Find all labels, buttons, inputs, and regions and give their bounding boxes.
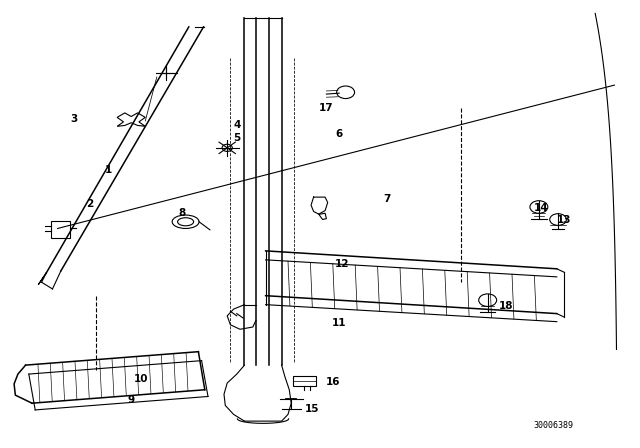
Circle shape [550,214,566,225]
Circle shape [530,201,548,213]
Text: 18: 18 [499,301,513,310]
Text: 2: 2 [86,199,93,209]
Text: 11: 11 [332,318,346,327]
Text: 5: 5 [233,133,241,142]
Text: 17: 17 [319,103,333,113]
Text: 3: 3 [70,114,77,124]
Text: 12: 12 [335,259,349,269]
Text: 6: 6 [335,129,343,139]
Polygon shape [311,197,328,214]
Bar [293,376,316,386]
Text: 7: 7 [383,194,391,204]
Text: 14: 14 [534,203,548,213]
Text: 16: 16 [326,377,340,387]
Text: 1: 1 [105,165,113,175]
Bar [51,221,70,238]
Text: 9: 9 [127,395,135,405]
Text: 15: 15 [305,404,319,414]
Text: 4: 4 [233,121,241,130]
Text: 8: 8 [179,208,186,218]
Circle shape [479,294,497,306]
Text: 30006389: 30006389 [534,421,573,430]
Text: 13: 13 [557,215,572,224]
Text: 10: 10 [134,375,148,384]
